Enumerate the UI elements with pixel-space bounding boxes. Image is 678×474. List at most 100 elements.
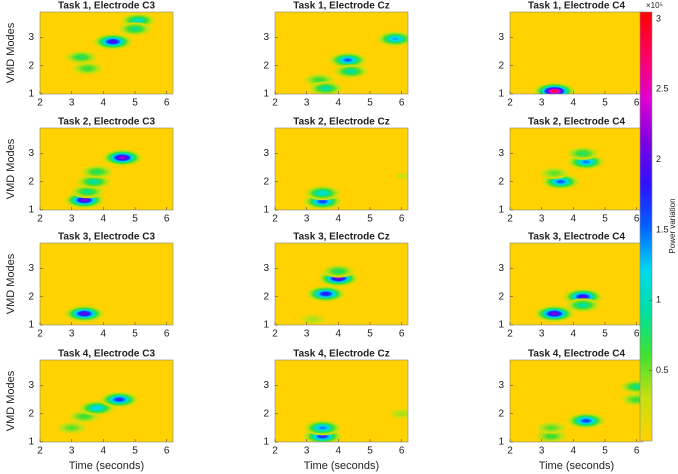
power-blob: [57, 422, 86, 434]
y-tick-label: 2: [498, 176, 504, 187]
x-tick-label: 5: [132, 98, 138, 109]
panel-title: Task 3, Electrode C4: [528, 232, 626, 243]
x-tick-label: 5: [132, 329, 138, 340]
power-blob: [301, 314, 325, 324]
power-blob: [567, 413, 605, 429]
x-tick-label: 2: [507, 329, 513, 340]
x-tick-label: 6: [634, 98, 640, 109]
x-tick-label: 4: [571, 446, 577, 457]
x-tick-label: 6: [399, 329, 405, 340]
panel-frame: [39, 359, 174, 443]
power-blob: [100, 391, 139, 408]
x-tick-label: 6: [164, 329, 170, 340]
y-tick-label: 1: [28, 205, 34, 216]
panel-background: [510, 12, 643, 94]
power-blob: [620, 380, 643, 394]
x-tick-label: 2: [272, 98, 278, 109]
power-blob: [309, 81, 343, 94]
power-blob: [534, 305, 575, 322]
x-tick-label: 4: [101, 98, 107, 109]
heatmap-area: [303, 172, 408, 210]
colorbar: [639, 11, 653, 442]
power-blob: [537, 422, 566, 434]
heatmap-area: [64, 149, 143, 209]
y-tick-label: 3: [263, 32, 269, 43]
panel-background: [510, 360, 643, 442]
power-blob: [377, 31, 408, 47]
y-tick-label: 1: [263, 89, 269, 100]
power-blob: [396, 172, 408, 180]
power-blob: [81, 165, 113, 179]
y-tick-label: 3: [498, 148, 504, 159]
heatmap-area: [64, 305, 104, 322]
power-blob: [77, 174, 111, 189]
x-tick-label: 4: [101, 446, 107, 457]
y-tick-label: 2: [263, 291, 269, 302]
y-tick-label: 3: [263, 263, 269, 274]
x-tick-label: 5: [602, 98, 608, 109]
power-blob: [566, 298, 600, 313]
heatmap-area: [534, 288, 603, 322]
y-tick-label: 2: [498, 408, 504, 419]
x-tick-label: 3: [69, 329, 75, 340]
heatmap-area: [301, 264, 359, 324]
y-tick-label: 1: [28, 320, 34, 331]
y-axis-label: VMD Modes: [5, 22, 17, 83]
y-axis-label: VMD Modes: [5, 138, 17, 199]
heatmap-area: [65, 13, 156, 75]
power-blob: [567, 154, 605, 170]
x-tick-label: 2: [37, 329, 43, 340]
power-blob: [304, 420, 341, 436]
panel-title: Task 4, Electrode C4: [528, 349, 626, 360]
y-tick-label: 2: [263, 408, 269, 419]
panel-title: Task 1, Electrode C3: [58, 1, 156, 12]
y-tick-label: 1: [498, 89, 504, 100]
y-tick-label: 2: [263, 176, 269, 187]
x-tick-label: 4: [571, 98, 577, 109]
y-tick-label: 2: [28, 60, 34, 71]
power-blob: [65, 50, 97, 64]
y-axis-label: VMD Modes: [5, 253, 17, 314]
x-tick-label: 3: [304, 214, 310, 225]
power-blob: [533, 82, 575, 94]
panel-background: [40, 243, 173, 325]
x-tick-label: 5: [602, 329, 608, 340]
x-tick-label: 5: [602, 214, 608, 225]
panel-title: Task 3, Electrode Cz: [293, 232, 390, 243]
x-tick-label: 3: [304, 446, 310, 457]
x-tick-label: 3: [304, 98, 310, 109]
x-tick-label: 4: [336, 98, 342, 109]
x-tick-label: 6: [634, 214, 640, 225]
colorbar-tick-label: 1.5: [656, 224, 669, 234]
x-tick-label: 5: [132, 446, 138, 457]
power-blob: [64, 305, 104, 322]
panel-frame: [274, 359, 409, 443]
panel-frame: [274, 11, 409, 95]
heatmap-area: [533, 82, 575, 94]
x-tick-label: 5: [132, 214, 138, 225]
colorbar-tick-label: 2: [656, 154, 661, 164]
panel-background: [40, 12, 173, 94]
power-blob: [390, 409, 408, 419]
x-tick-label: 2: [37, 446, 43, 457]
heatmap-area: [540, 147, 605, 190]
x-tick-label: 4: [336, 214, 342, 225]
power-blob: [536, 430, 566, 442]
colorbar-tick-label: 2.5: [656, 84, 669, 94]
y-tick-label: 3: [28, 148, 34, 159]
y-tick-label: 3: [28, 380, 34, 391]
heatmap-area: [57, 391, 139, 434]
heatmap-area: [304, 31, 408, 94]
x-tick-label: 2: [272, 446, 278, 457]
y-tick-label: 3: [28, 32, 34, 43]
colorbar-tick-label: 3: [656, 13, 661, 23]
panel-background: [275, 128, 408, 210]
panel-title: Task 2, Electrode C4: [528, 117, 626, 128]
x-tick-label: 5: [367, 214, 373, 225]
heatmap-area: [536, 380, 643, 442]
x-tick-label: 3: [539, 329, 545, 340]
y-tick-label: 1: [263, 437, 269, 448]
panel-frame: [274, 242, 409, 326]
x-tick-label: 6: [634, 329, 640, 340]
y-tick-label: 1: [498, 437, 504, 448]
